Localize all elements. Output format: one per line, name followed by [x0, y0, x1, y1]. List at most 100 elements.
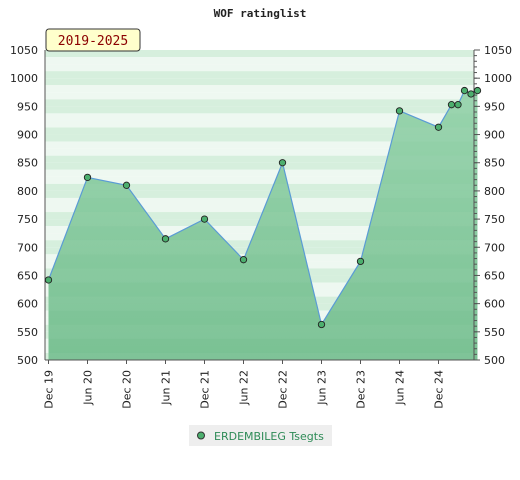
- y-tick-label-left: 700: [17, 241, 38, 254]
- background-band: [45, 78, 474, 86]
- background-band: [45, 155, 474, 163]
- background-band: [45, 64, 474, 72]
- series-polyline: [47, 89, 478, 327]
- area-stripe: [48, 352, 474, 360]
- y-tick-label-right: 1000: [484, 72, 512, 85]
- background-band: [45, 134, 474, 142]
- data-point: [317, 320, 326, 329]
- data-point: [122, 181, 131, 189]
- data-point: [278, 159, 287, 167]
- background-band: [45, 71, 474, 79]
- x-tick-label: Dec 23: [355, 370, 368, 409]
- y-tick-label-right: 950: [484, 100, 505, 113]
- y-tick-label-right: 750: [484, 213, 505, 226]
- x-tick-label: Jun 21: [160, 370, 173, 406]
- background-band: [45, 183, 474, 191]
- x-tick-label: Jun 22: [238, 370, 251, 406]
- period-badge-text: 2019-2025: [58, 34, 128, 49]
- background-band: [45, 169, 474, 177]
- y-tick-label-right: 850: [484, 157, 505, 170]
- y-tick-label-left: 950: [17, 100, 38, 113]
- axes: [44, 50, 475, 361]
- background-band: [45, 197, 474, 205]
- y-tick-label-left: 750: [17, 213, 38, 226]
- y-tick-label-right: 700: [484, 241, 505, 254]
- area-stripe: [48, 247, 474, 255]
- data-point: [161, 235, 170, 243]
- y-tick-label-left: 900: [17, 129, 38, 142]
- y-tick-label-right: 1050: [484, 44, 512, 57]
- chart-title: WOF ratinglist: [214, 7, 307, 20]
- x-tick-label: Dec 22: [277, 370, 290, 409]
- area-stripe: [48, 324, 474, 332]
- x-tick-label: Dec 24: [433, 370, 446, 409]
- background-band: [45, 92, 474, 100]
- y-tick-label-right: 800: [484, 185, 505, 198]
- background-band: [45, 162, 474, 170]
- data-point: [447, 101, 456, 109]
- area-stripe: [48, 240, 474, 248]
- data-point: [239, 256, 248, 264]
- background-band: [45, 190, 474, 198]
- area-path: [48, 90, 478, 360]
- background-band: [45, 113, 474, 121]
- series-line: [47, 89, 478, 327]
- y-tick-label-right: 600: [484, 298, 505, 311]
- data-point: [473, 86, 482, 95]
- y-tick-label-left: 650: [17, 269, 38, 282]
- x-tick-label: Jun 20: [82, 370, 95, 406]
- data-point: [44, 276, 53, 284]
- data-point: [395, 107, 404, 115]
- data-point: [200, 215, 209, 223]
- y-tick-label-left: 500: [17, 354, 38, 367]
- data-point: [467, 90, 475, 98]
- data-point: [454, 101, 462, 109]
- x-tick-label: Dec 20: [121, 370, 134, 409]
- area-stripe: [48, 275, 474, 283]
- background-band: [45, 212, 474, 220]
- x-tick-label: Jun 24: [394, 370, 407, 406]
- x-tick-label: Jun 23: [316, 370, 329, 406]
- data-point: [460, 86, 469, 95]
- background-band: [45, 120, 474, 128]
- data-point: [356, 257, 365, 266]
- background-band: [45, 106, 474, 114]
- background-band: [45, 127, 474, 135]
- period-badge: 2019-2025: [45, 28, 141, 52]
- background-band: [45, 141, 474, 149]
- background-band: [45, 57, 474, 65]
- y-tick-label-left: 800: [17, 185, 38, 198]
- y-tick-label-left: 1000: [10, 72, 38, 85]
- y-tick-label-left: 600: [17, 298, 38, 311]
- y-axis-left: 500 550 600 650 700 750 800 850 900 950 1000 1050: [10, 44, 38, 367]
- legend: ERDEMBILEG Tsegts: [189, 425, 332, 446]
- y-tick-label-left: 1050: [10, 44, 38, 57]
- background-band: [45, 99, 474, 107]
- x-tick-label: Dec 21: [199, 370, 212, 409]
- background-band: [45, 50, 474, 58]
- legend-marker: [197, 431, 205, 440]
- y-tick-label-right: 550: [484, 326, 505, 339]
- background-band: [45, 85, 474, 93]
- x-axis: Dec 19 Jun 20 Dec 20 Jun 21 Dec 21 Jun 22 Dec …: [43, 360, 446, 409]
- data-point: [434, 123, 443, 131]
- y-tick-label-right: 900: [484, 129, 505, 142]
- y-tick-label-right: 650: [484, 269, 505, 282]
- y-tick-label-left: 550: [17, 326, 38, 339]
- y-tick-label-right: 500: [484, 354, 505, 367]
- area-stripe: [48, 303, 474, 311]
- area-stripe: [48, 268, 474, 276]
- y-axis-right: 500 550 600 650 700 750 800 850 900 950 1000 1050: [474, 44, 512, 367]
- background-band: [45, 148, 474, 156]
- area-stripe: [48, 219, 474, 227]
- background-band: [45, 205, 474, 213]
- data-point: [83, 173, 92, 182]
- area-stripe: [48, 296, 474, 304]
- area-stripe: [48, 331, 474, 339]
- legend-label: ERDEMBILEG Tsegts: [214, 430, 324, 443]
- y-tick-label-left: 850: [17, 157, 38, 170]
- background-band: [45, 176, 474, 184]
- series-markers: [44, 86, 482, 329]
- x-tick-label: Dec 19: [43, 370, 56, 409]
